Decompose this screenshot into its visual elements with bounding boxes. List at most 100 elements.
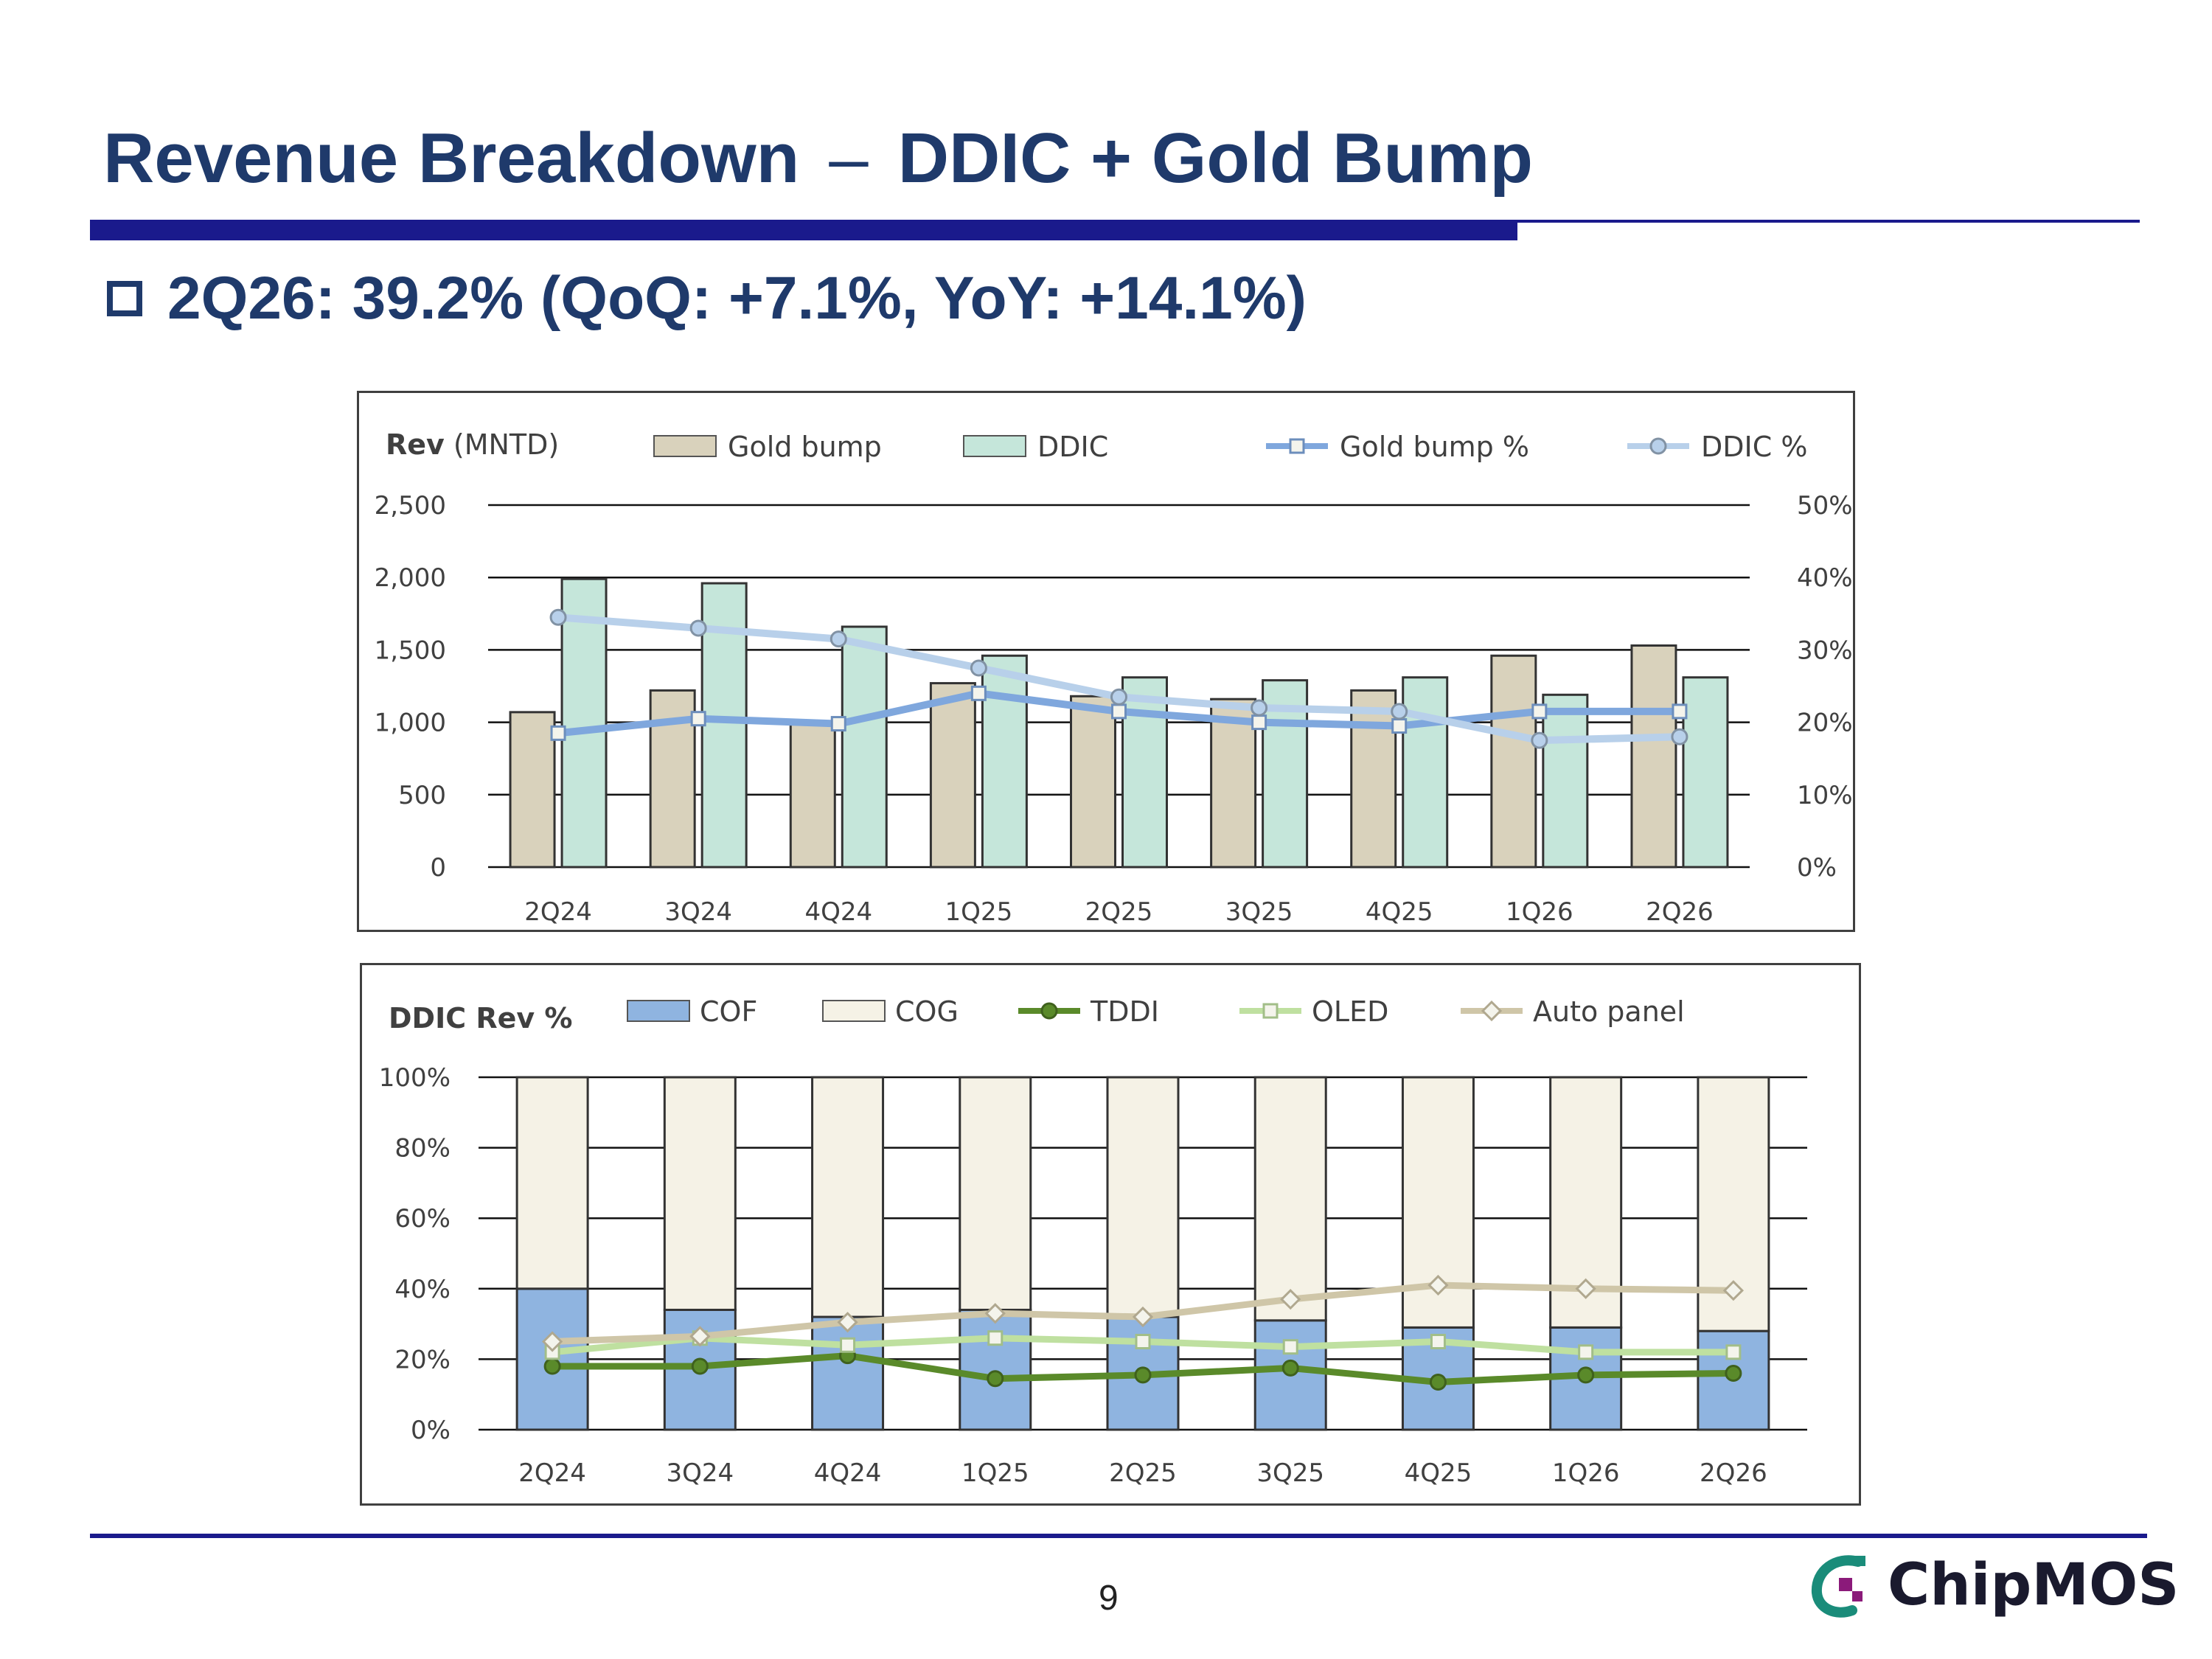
point-ddic- [830,630,847,648]
bar-gold-bump [1210,698,1257,869]
y-tick-label: 1,000 [375,709,446,738]
y-tick-label: 60% [394,1204,451,1234]
point-oled [840,1337,856,1353]
x-tick-label: 2Q25 [1109,1458,1177,1488]
point-oled [1135,1334,1151,1349]
x-tick-label: 3Q24 [664,897,732,927]
point-tddi [1577,1366,1595,1384]
x-tick-label: 4Q25 [1366,897,1433,927]
point-gold-bump- [1251,714,1267,731]
point-auto-panel [689,1326,711,1347]
point-auto-panel [541,1331,563,1352]
bar-cog [811,1076,885,1318]
point-gold-bump- [550,725,566,741]
y-tick-label: 2,500 [375,491,446,521]
point-ddic- [1671,728,1688,745]
x-tick-label: 2Q26 [1646,897,1714,927]
point-oled [987,1330,1004,1346]
legend-label: Gold bump [728,431,882,463]
x-tick-label: 3Q25 [1256,1458,1324,1488]
chipmos-logo: ChipMOS [1806,1548,2179,1622]
logo-text: ChipMOS [1888,1552,2180,1618]
revenue-chart: 0 500 1,000 1,500 2,000 2,500 0% 10% 20% 30% 40% 50… [357,391,1855,932]
point-oled [1282,1339,1298,1355]
bar-gold-bump [789,723,836,869]
slide-title-right: DDIC + Gold Bump [897,119,1534,198]
legend-label: TDDI [1090,995,1159,1028]
bar-ddic [1542,693,1589,869]
x-tick-label: 4Q25 [1405,1458,1472,1488]
point-gold-bump- [690,711,706,727]
x-tick-label: 2Q26 [1700,1458,1767,1488]
bar-cog [1253,1076,1327,1322]
headline-text: 2Q26: 39.2% (QoQ: +7.1%, YoY: +14.1%) [167,265,1307,332]
bar-gold-bump [1490,654,1537,869]
legend-marker-swatch [1649,437,1667,455]
x-tick-label: 3Q25 [1225,897,1293,927]
bar-cog [515,1076,589,1290]
point-tddi [691,1357,709,1375]
y-tick-label: 1,500 [375,636,446,665]
bar-gold-bump [1070,695,1116,869]
point-tddi [543,1357,561,1375]
point-auto-panel [1575,1278,1596,1299]
axis-title-rev: Rev (MNTD) [386,428,559,461]
checkbox-bullet-icon [107,281,142,316]
revenue-chart-svg: 0 500 1,000 1,500 2,000 2,500 0% 10% 20% 30% 40% 50… [375,428,1853,927]
point-oled [1430,1334,1446,1349]
y2-tick-label: 10% [1797,781,1853,810]
page-number: 9 [1099,1579,1119,1618]
point-oled [1578,1344,1594,1360]
title-underline-thin [1517,220,2140,223]
point-gold-bump- [970,685,987,701]
bar-ddic [981,654,1028,869]
point-tddi [1134,1366,1152,1384]
point-gold-bump- [1391,718,1408,734]
point-ddic- [549,608,567,626]
point-tddi [1429,1373,1447,1391]
point-gold-bump- [1531,703,1548,720]
bar-ddic [1402,676,1449,869]
y2-tick-label: 30% [1797,636,1853,665]
y-tick-label: 0 [430,853,446,883]
legend-bar-swatch [653,435,717,457]
y-tick-label: 500 [398,781,446,810]
point-oled [1725,1344,1742,1360]
point-tddi [987,1370,1004,1388]
point-ddic- [1251,699,1268,717]
bar-ddic [560,577,608,869]
bar-ddic [1121,676,1168,869]
point-ddic- [1531,731,1548,749]
legend-label: Auto panel [1533,995,1685,1028]
bar-cof [811,1315,885,1431]
legend-bar-swatch [822,1000,886,1022]
chart-title-ddic-rev: DDIC Rev % [389,1002,572,1034]
bar-gold-bump [1630,644,1677,869]
legend-marker-swatch [1481,1000,1503,1022]
x-tick-label: 3Q24 [666,1458,734,1488]
legend-bar-swatch [627,1000,690,1022]
x-tick-label: 4Q24 [804,897,872,927]
bar-cof [959,1308,1032,1431]
slide-title-left: Revenue Breakdown [103,119,800,198]
x-tick-label: 4Q24 [814,1458,882,1488]
point-auto-panel [984,1303,1006,1324]
legend-marker-swatch [1289,438,1305,454]
slide-title-dash: – [829,119,869,198]
bar-ddic [1682,676,1729,869]
slide-title: Revenue Breakdown – DDIC + Gold Bump [103,118,1533,199]
point-ddic- [970,659,987,677]
y2-tick-label: 20% [1797,709,1853,738]
legend-label: OLED [1312,995,1388,1028]
bar-gold-bump [509,711,556,869]
point-gold-bump- [830,716,846,732]
x-tick-label: 1Q25 [961,1458,1029,1488]
bar-ddic [841,625,888,869]
y-tick-label: 80% [394,1134,451,1164]
point-tddi [1725,1365,1742,1382]
ddic-mix-chart: 0% 20% 40% 60% 80% 100% 2Q24 3Q24 4Q24 1Q25 2Q25 3Q… [360,963,1861,1506]
y-tick-label: 2,000 [375,563,446,593]
bar-cog [959,1076,1032,1311]
point-auto-panel [1280,1289,1301,1310]
legend-label: DDIC [1037,431,1108,463]
